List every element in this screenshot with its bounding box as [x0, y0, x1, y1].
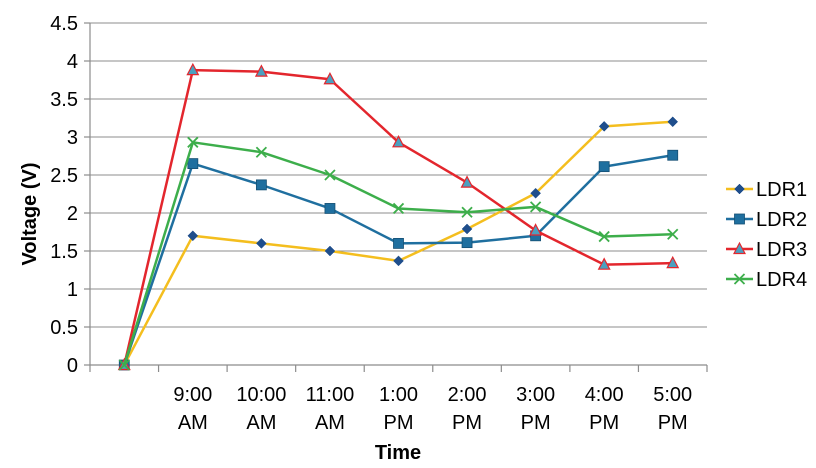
data-point: [187, 158, 199, 170]
y-axis-title: Voltage (V): [19, 163, 41, 266]
x-tick-label: 5:00: [653, 384, 692, 406]
x-tick-label: 1:00: [379, 384, 418, 406]
data-point: [667, 228, 679, 240]
data-point: [393, 237, 404, 249]
legend-label: LDR3: [756, 239, 807, 261]
data-point: [529, 223, 543, 236]
legend-label: LDR1: [756, 179, 807, 201]
y-tick-label: 2: [67, 203, 78, 225]
data-point: [323, 71, 337, 85]
data-point: [530, 187, 541, 199]
data-point: [598, 161, 610, 173]
y-tick-label: 3.5: [50, 89, 78, 111]
x-tick-label: AM: [246, 412, 276, 434]
x-axis-title: Time: [375, 442, 421, 464]
x-tick-label: PM: [589, 412, 619, 434]
x-tick-label: 9:00: [173, 384, 212, 406]
data-point: [733, 273, 746, 285]
data-point: [186, 62, 200, 76]
y-tick-label: 1.5: [50, 241, 78, 263]
x-tick-label: 10:00: [236, 384, 286, 406]
data-point: [324, 169, 336, 181]
series-ldr3: [117, 62, 680, 371]
x-tick-label: PM: [452, 412, 482, 434]
series-ldr4: [118, 136, 679, 371]
x-tick-label: 11:00: [306, 384, 355, 406]
legend-item-ldr1: LDR1: [726, 179, 807, 201]
series-lines: [117, 62, 680, 371]
legend-label: LDR4: [756, 269, 807, 291]
data-point: [187, 230, 199, 242]
y-tick-label: 0.5: [50, 317, 78, 339]
series-line: [123, 141, 673, 366]
series-line: [123, 68, 673, 366]
data-point: [734, 213, 745, 225]
data-point: [118, 359, 130, 371]
legend-item-ldr2: LDR2: [726, 209, 807, 231]
x-tick-label: 2:00: [448, 384, 487, 406]
data-point: [598, 230, 610, 243]
data-point: [667, 116, 679, 128]
x-tick-label: 4:00: [585, 384, 624, 406]
data-point: [461, 206, 473, 218]
x-tick-label: AM: [178, 412, 208, 434]
data-point: [461, 223, 473, 235]
data-point: [324, 245, 336, 257]
x-tick-label: PM: [384, 412, 414, 434]
y-tick-label: 3: [67, 127, 78, 149]
data-point: [667, 149, 679, 161]
data-point: [393, 255, 404, 267]
x-tick-label: PM: [658, 412, 688, 434]
y-tick-label: 1: [67, 279, 78, 301]
data-point: [461, 237, 473, 249]
legend-label: LDR2: [756, 209, 807, 231]
data-point: [324, 203, 336, 214]
y-tick-label: 0: [67, 355, 78, 377]
data-point: [733, 241, 746, 255]
y-tick-label: 2.5: [50, 165, 78, 187]
data-point: [460, 175, 474, 188]
x-tick-label: PM: [521, 412, 551, 434]
data-point: [598, 121, 610, 132]
data-point: [255, 179, 267, 191]
y-tick-label: 4.5: [50, 13, 78, 35]
x-tick-labels: 9:00 AM 10:00 AM 11:00 AM 1:00 PM 2:00 PM 3:00 PM 4:…: [173, 384, 692, 434]
legend-item-ldr4: LDR4: [726, 269, 807, 291]
y-tick-label: 4: [67, 51, 78, 73]
legend: LDR1 LDR2 LDR3 LDR4: [726, 179, 807, 291]
x-tick-label: 3:00: [516, 384, 555, 406]
axes: [84, 22, 708, 372]
data-point: [666, 255, 680, 269]
legend-item-ldr3: LDR3: [726, 239, 807, 261]
x-tick-label: AM: [315, 412, 345, 434]
data-point: [392, 202, 405, 215]
data-point: [392, 135, 405, 148]
data-point: [734, 183, 745, 195]
data-point: [255, 146, 268, 158]
data-point: [187, 136, 199, 148]
data-point: [254, 64, 268, 77]
data-point: [597, 257, 611, 270]
data-point: [529, 201, 542, 213]
y-tick-labels: 0 0.5 1 1.5 2 2.5 3 3.5 4 4.5: [50, 13, 78, 377]
data-point: [256, 238, 267, 249]
